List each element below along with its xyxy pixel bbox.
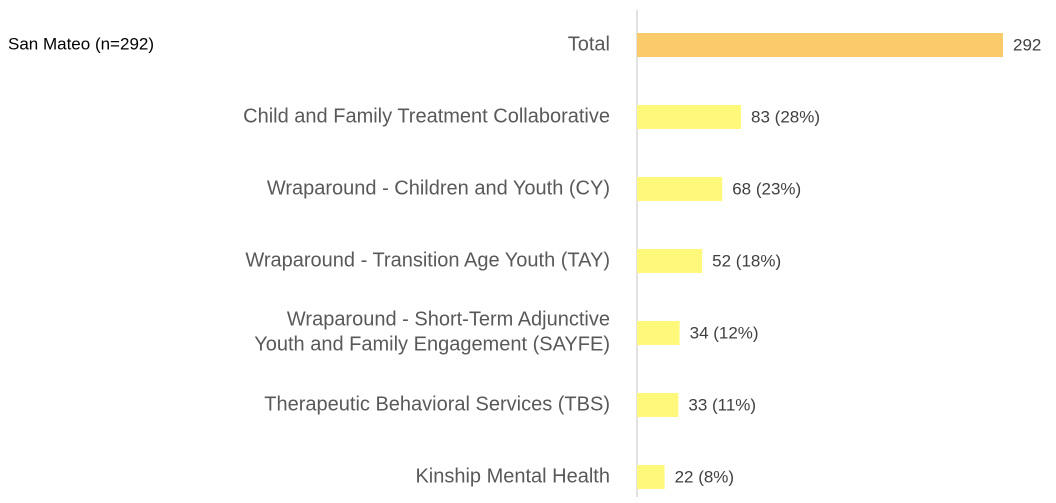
bar: [637, 33, 1003, 57]
bar: [637, 105, 742, 129]
bar: [637, 321, 680, 345]
value-label: 292: [1013, 35, 1041, 54]
category-label: Total: [568, 33, 610, 55]
value-label: 68 (23%): [732, 179, 801, 198]
category-label: Wraparound - Short-Term Adjunctive Youth …: [254, 309, 610, 356]
category-label: Kinship Mental Health: [415, 465, 610, 487]
category-label: Child and Family Treatment Collaborative: [243, 105, 610, 127]
bar: [637, 177, 723, 201]
chart-title: San Mateo (n=292): [8, 34, 154, 53]
value-label: 22 (8%): [675, 467, 735, 486]
bar: [637, 393, 679, 417]
value-label: 34 (12%): [690, 323, 759, 342]
value-label: 83 (28%): [751, 107, 820, 126]
bar: [637, 465, 665, 489]
category-label: Therapeutic Behavioral Services (TBS): [264, 393, 610, 415]
category-label: Wraparound - Children and Youth (CY): [267, 177, 610, 199]
value-label: 52 (18%): [712, 251, 781, 270]
category-label: Wraparound - Transition Age Youth (TAY): [245, 249, 610, 271]
bar: [637, 249, 703, 273]
value-label: 33 (11%): [688, 395, 756, 414]
